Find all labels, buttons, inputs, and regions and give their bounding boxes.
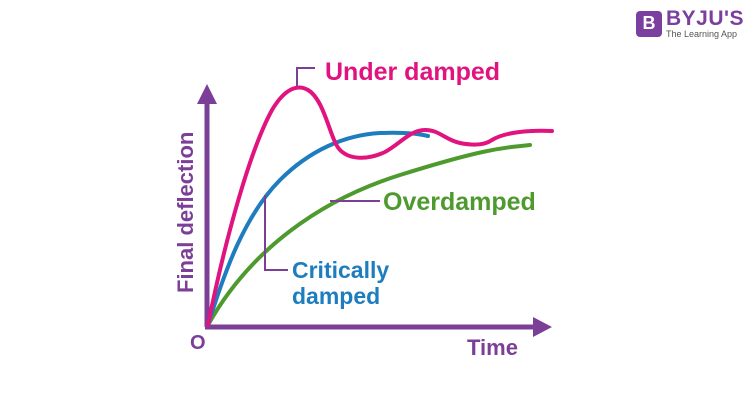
brand-tagline: The Learning App <box>666 29 738 39</box>
overdamped-curve <box>206 143 532 327</box>
critically-damped-leader <box>264 195 288 271</box>
brand-name: BYJU'S <box>666 7 745 30</box>
under-damped-curve <box>206 85 554 327</box>
under-damped-leader <box>296 67 315 86</box>
label-critically-line1: Critically <box>292 257 389 283</box>
critically-damped-curve <box>206 130 430 327</box>
brand-text: BYJU'S The Learning App <box>666 8 744 39</box>
label-under-damped: Under damped <box>325 58 500 86</box>
brand-mark-icon: B <box>636 10 662 37</box>
x-axis-label: Time <box>467 335 518 360</box>
label-critically-line2: damped <box>292 283 380 309</box>
axes <box>197 84 552 337</box>
brand-logo: B BYJU'S The Learning App <box>636 8 744 39</box>
label-overdamped: Overdamped <box>383 188 536 216</box>
y-axis-arrow-icon <box>197 84 217 104</box>
x-axis-arrow-icon <box>533 317 552 337</box>
y-axis-label: Final deflection <box>173 132 198 293</box>
origin-label: O <box>190 332 206 354</box>
